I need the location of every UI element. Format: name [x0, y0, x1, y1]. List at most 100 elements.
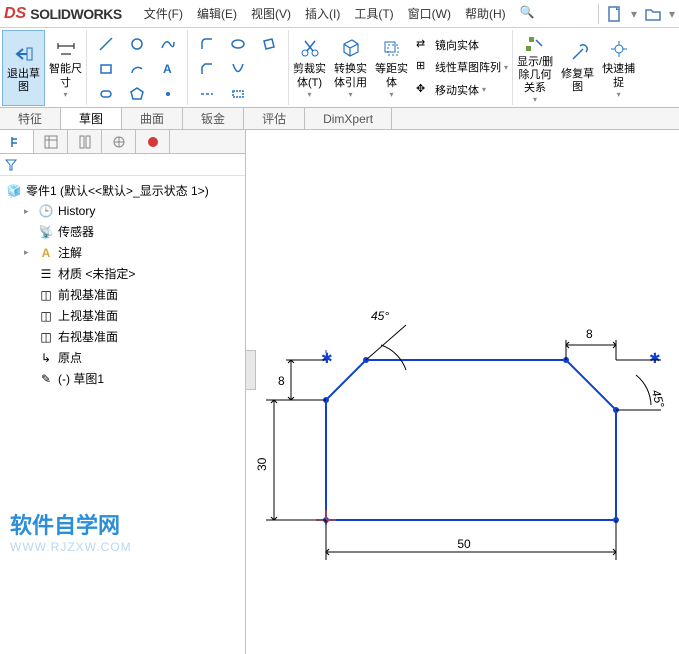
- history-icon: 🕒: [38, 203, 54, 219]
- tree-origin[interactable]: ↳原点: [20, 347, 243, 368]
- pattern-icon: ⊞: [416, 59, 432, 75]
- move-icon: ✥: [416, 82, 432, 98]
- panel-tab-appearance[interactable]: [136, 130, 170, 153]
- mirror-button[interactable]: ⇄镜向实体: [414, 34, 510, 56]
- menu-edit[interactable]: 编辑(E): [191, 3, 243, 24]
- trim-icon: [298, 37, 322, 61]
- panel-tab-property[interactable]: [34, 130, 68, 153]
- new-doc-icon[interactable]: [603, 3, 627, 25]
- polygon-tool[interactable]: [122, 82, 152, 106]
- menu-help[interactable]: 帮助(H): [459, 3, 512, 24]
- app-name: SOLIDWORKS: [30, 6, 121, 22]
- tree-annotation[interactable]: ▸A注解: [20, 242, 243, 263]
- move-button[interactable]: ✥移动实体▾: [414, 79, 510, 101]
- menu-file[interactable]: 文件(F): [138, 3, 189, 24]
- repair-icon: [566, 42, 590, 66]
- slot-tool[interactable]: [91, 82, 121, 106]
- dimension-icon: [54, 37, 78, 61]
- watermark: 软件自学网 WWW.RJZXW.COM: [10, 508, 132, 554]
- repair-button[interactable]: 修复草 图: [557, 30, 598, 106]
- line-tool[interactable]: [91, 32, 121, 56]
- chamfer-tool[interactable]: [192, 57, 222, 81]
- tab-sketch[interactable]: 草图: [61, 108, 122, 129]
- tree-sensor[interactable]: 📡传感器: [20, 221, 243, 242]
- menu-insert[interactable]: 插入(I): [299, 3, 346, 24]
- spline-tool[interactable]: [153, 32, 183, 56]
- command-tabs: 特征 草图 曲面 钣金 评估 DimXpert: [0, 108, 679, 130]
- plane-icon: ◫: [38, 308, 54, 324]
- dim-8-right: 8: [586, 327, 593, 341]
- linear-pattern-button[interactable]: ⊞线性草图阵列▾: [414, 56, 510, 78]
- ribbon-toolbar: 退出草 图 智能尺 寸 ▾ A: [0, 28, 679, 108]
- fillet-tool[interactable]: [192, 32, 222, 56]
- tab-feature[interactable]: 特征: [0, 108, 61, 129]
- rect-tool[interactable]: [91, 57, 121, 81]
- origin-icon: ↳: [38, 350, 54, 366]
- exit-sketch-button[interactable]: 退出草 图: [2, 30, 45, 106]
- open-doc-icon[interactable]: [641, 3, 665, 25]
- titlebar: DS SOLIDWORKS 文件(F) 编辑(E) 视图(V) 插入(I) 工具…: [0, 0, 679, 28]
- dim-45-right: 45°: [649, 388, 667, 409]
- plane-icon: ◫: [38, 329, 54, 345]
- parabola-tool[interactable]: [223, 57, 253, 81]
- main-area: 🧊零件1 (默认<<默认>_显示状态 1>) ▸🕒History 📡传感器 ▸A…: [0, 130, 679, 654]
- tree-root[interactable]: 🧊零件1 (默认<<默认>_显示状态 1>): [2, 180, 243, 201]
- tree-history[interactable]: ▸🕒History: [20, 201, 243, 221]
- arc-tool[interactable]: [122, 57, 152, 81]
- menu-window[interactable]: 窗口(W): [402, 3, 457, 24]
- tree-front-plane[interactable]: ◫前视基准面: [20, 284, 243, 305]
- point-tool[interactable]: [153, 82, 183, 106]
- app-logo: DS: [4, 5, 26, 23]
- offset-button[interactable]: 等距实 体 ▾: [371, 30, 412, 106]
- dim-30: 30: [256, 457, 269, 471]
- sketch-tools-grid-2: [192, 32, 284, 106]
- menu-view[interactable]: 视图(V): [245, 3, 297, 24]
- tree-right-plane[interactable]: ◫右视基准面: [20, 326, 243, 347]
- convert-button[interactable]: 转换实 体引用 ▾: [330, 30, 371, 106]
- sketch-tools-grid-1: A: [91, 32, 183, 106]
- tab-surface[interactable]: 曲面: [122, 108, 183, 129]
- panel-tab-config[interactable]: [68, 130, 102, 153]
- panel-tab-tree[interactable]: [0, 130, 34, 153]
- menu-tools[interactable]: 工具(T): [348, 3, 399, 24]
- relations-icon: [523, 32, 547, 54]
- material-icon: ☰: [38, 266, 54, 282]
- feature-tree: 🧊零件1 (默认<<默认>_显示状态 1>) ▸🕒History 📡传感器 ▸A…: [0, 176, 245, 393]
- display-relations-button[interactable]: 显示/删 除几何 关系 ▾: [513, 30, 557, 106]
- part-icon: 🧊: [6, 183, 22, 199]
- svg-text:✱: ✱: [649, 350, 661, 366]
- construction-tool[interactable]: [223, 82, 253, 106]
- sketch-drawing: ✱ ✱ 8 30 50 8 45° 45°: [256, 300, 676, 640]
- title-right-icons: ▾ ▾: [598, 3, 675, 25]
- tree-material[interactable]: ☰材质 <未指定>: [20, 263, 243, 284]
- sketch-canvas[interactable]: ✱ ✱ 8 30 50 8 45° 45°: [246, 130, 679, 654]
- sketch-icon: ✎: [38, 371, 54, 387]
- tab-evaluate[interactable]: 评估: [244, 108, 305, 129]
- tree-filter[interactable]: [0, 154, 245, 176]
- centerline-tool[interactable]: [192, 82, 222, 106]
- tab-sheetmetal[interactable]: 钣金: [183, 108, 244, 129]
- dim-45-left: 45°: [371, 309, 389, 323]
- ellipse-tool[interactable]: [223, 32, 253, 56]
- annotation-icon: A: [38, 245, 54, 261]
- smart-dimension-button[interactable]: 智能尺 寸 ▾: [45, 30, 86, 106]
- tree-sketch1[interactable]: ✎(-) 草图1: [20, 368, 243, 389]
- plane-tool[interactable]: [254, 32, 284, 56]
- text-tool[interactable]: A: [153, 57, 183, 81]
- mirror-icon: ⇄: [416, 37, 432, 53]
- circle-tool[interactable]: [122, 32, 152, 56]
- feature-tree-panel: 🧊零件1 (默认<<默认>_显示状态 1>) ▸🕒History 📡传感器 ▸A…: [0, 130, 246, 654]
- convert-icon: [339, 37, 363, 61]
- snap-icon: [607, 37, 631, 61]
- tree-top-plane[interactable]: ◫上视基准面: [20, 305, 243, 326]
- exit-sketch-icon: [12, 42, 36, 66]
- trim-button[interactable]: 剪裁实 体(T) ▾: [289, 30, 330, 106]
- quick-snap-button[interactable]: 快速捕 捉 ▾: [598, 30, 639, 106]
- panel-tab-display[interactable]: [102, 130, 136, 153]
- tab-dimxpert[interactable]: DimXpert: [305, 108, 392, 129]
- panel-expander[interactable]: [246, 350, 256, 390]
- menu-search-icon[interactable]: 🔍: [514, 3, 541, 24]
- svg-text:A: A: [163, 62, 172, 76]
- menu-bar: 文件(F) 编辑(E) 视图(V) 插入(I) 工具(T) 窗口(W) 帮助(H…: [138, 3, 541, 24]
- svg-text:✱: ✱: [321, 350, 333, 366]
